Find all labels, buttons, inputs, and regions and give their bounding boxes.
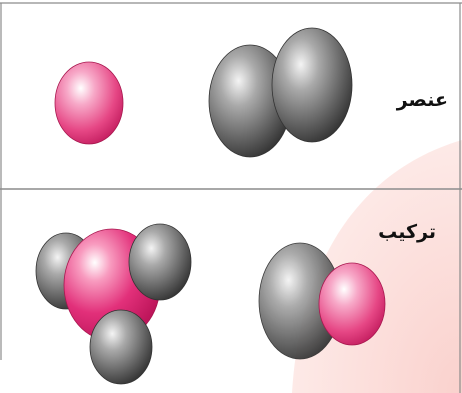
gray-pink-pair-molecule	[258, 242, 386, 360]
gray-atom-cluster-right	[128, 223, 192, 301]
gray-atom-front	[271, 27, 353, 143]
pink-atom-pair	[318, 262, 386, 346]
element-panel	[54, 27, 353, 158]
compound-label: ترکیب	[378, 221, 436, 243]
element-label: عنصر	[396, 89, 448, 111]
compound-panel	[35, 223, 386, 385]
gray-pink-cluster-molecule	[35, 223, 192, 385]
gray-atom-cluster-bottom	[89, 309, 153, 385]
pink-atom	[54, 61, 124, 145]
